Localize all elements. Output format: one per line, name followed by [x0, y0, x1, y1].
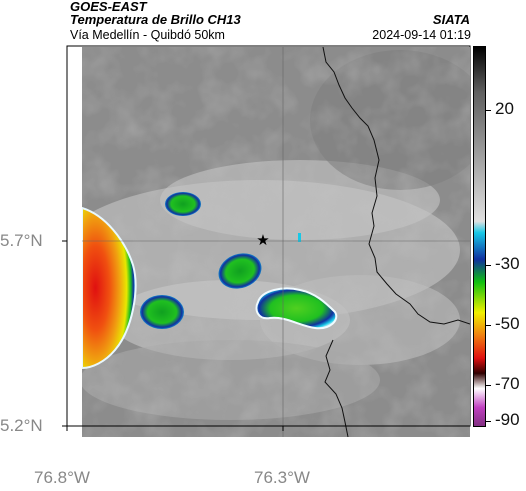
lon-tick-label: 76.8°W	[34, 468, 90, 487]
map-subtitle: Vía Medellín - Quibdó 50km	[70, 28, 225, 42]
colorbar	[473, 46, 486, 427]
colorbar-tick-label: -50	[495, 314, 520, 333]
colorbar-tick-mark	[486, 110, 491, 111]
department-border-south	[324, 339, 349, 437]
convective-cell-west	[82, 206, 137, 370]
convective-cell-north	[165, 192, 201, 216]
small-cell	[298, 233, 301, 242]
convective-cell-southwest	[140, 295, 184, 329]
convective-cell-central	[218, 253, 262, 289]
colorbar-tick-mark	[486, 385, 491, 386]
convective-cell-east	[255, 287, 338, 330]
colorbar-tick-mark	[486, 325, 491, 326]
colorbar-tick-label: -90	[495, 410, 520, 429]
data-source-label: GOES-EAST	[70, 0, 147, 14]
colorbar-tick-label: -30	[495, 254, 520, 273]
map-title: Temperatura de Brillo CH13	[70, 12, 241, 27]
lat-tick-label: 5.2°N	[0, 416, 43, 435]
colorbar-tick-mark	[486, 265, 491, 266]
satellite-image	[82, 47, 470, 437]
colorbar-tick-label: 20	[495, 99, 514, 118]
colorbar-tick-label: -70	[495, 374, 520, 393]
department-border-north	[322, 47, 470, 325]
colorbar-tick-mark	[486, 421, 491, 422]
star-icon: ★	[256, 232, 269, 249]
lat-tick-label: 5.7°N	[0, 231, 43, 250]
timestamp-label: 2024-09-14 01:19	[372, 28, 471, 42]
lon-tick-label: 76.3°W	[254, 468, 310, 487]
organization-label: SIATA	[432, 12, 470, 27]
